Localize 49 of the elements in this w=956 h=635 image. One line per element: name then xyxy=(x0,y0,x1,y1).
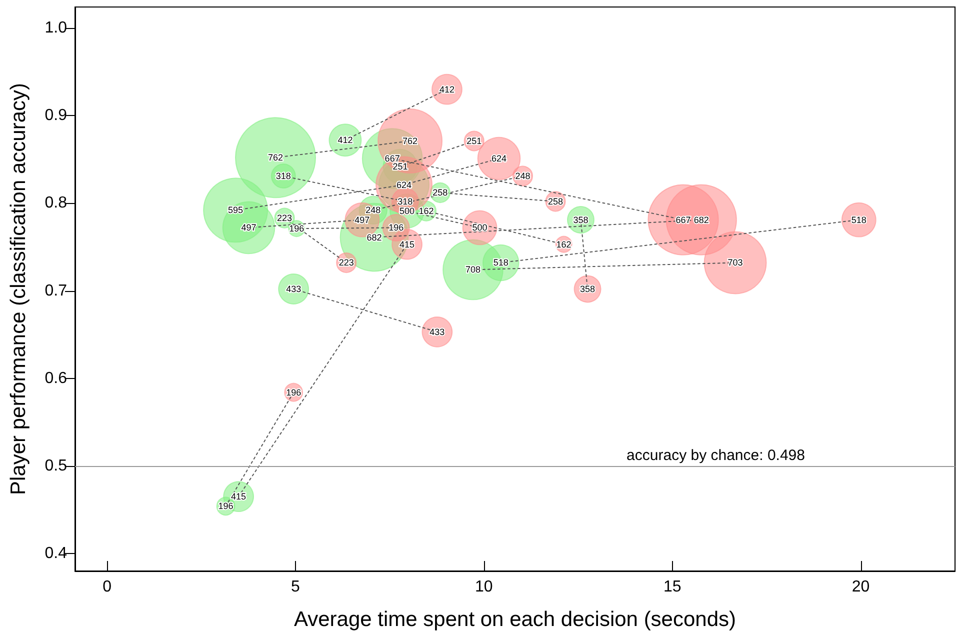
annotation: 762 xyxy=(402,136,418,146)
x-tick-label: 5 xyxy=(291,578,300,596)
y-tick-label: 0.8 xyxy=(44,194,68,212)
annotation: 223 xyxy=(277,213,292,224)
annotation: 196 xyxy=(218,501,234,512)
y-tick-label: 0.7 xyxy=(44,282,68,300)
y-tick-label: 0.9 xyxy=(44,107,68,124)
annotation: 497 xyxy=(241,222,256,233)
annotation: 682 xyxy=(694,214,709,225)
y-tick-label: 1.0 xyxy=(44,20,68,37)
annotation: 500 xyxy=(472,222,488,233)
annotation: 358 xyxy=(573,214,588,225)
x-tick-label: 10 xyxy=(475,578,493,596)
annotation: 595 xyxy=(228,205,244,216)
annotation: 415 xyxy=(400,239,415,250)
annotation: 223 xyxy=(338,258,354,268)
annotation: 762 xyxy=(268,152,284,163)
annotation: 251 xyxy=(466,136,482,146)
annotation: 518 xyxy=(851,214,866,225)
annotation: 433 xyxy=(286,284,302,294)
annotation: 415 xyxy=(231,492,246,502)
y-tick-label: 0.6 xyxy=(44,370,68,387)
annotation: 162 xyxy=(556,239,572,250)
annotation: 412 xyxy=(338,135,353,146)
annotation: 258 xyxy=(432,188,448,198)
annotation: 703 xyxy=(728,258,743,268)
annotation: 682 xyxy=(366,232,382,242)
annotation: 624 xyxy=(491,154,506,164)
x-tick-label: 0 xyxy=(102,578,112,596)
x-axis-title: Average time spent on each decision (seconds) xyxy=(294,608,736,631)
x-tick-label: 20 xyxy=(852,578,870,596)
y-axis-title: Player performance (classification accuracy) xyxy=(7,83,30,495)
annotation: 497 xyxy=(354,214,370,225)
y-tick-label: 0.5 xyxy=(44,457,68,474)
annotation: 196 xyxy=(286,387,302,398)
annotation: 318 xyxy=(276,171,291,182)
x-tick-label: 15 xyxy=(663,578,682,596)
annotation: 258 xyxy=(548,196,564,206)
annotation: 196 xyxy=(289,224,304,234)
ref-line-label: accuracy by chance: 0.498 xyxy=(626,446,805,464)
annotation: 248 xyxy=(366,205,381,216)
annotation: 518 xyxy=(493,258,508,268)
annotation: 248 xyxy=(515,171,530,182)
y-tick-label: 0.4 xyxy=(44,544,68,562)
annotation: 708 xyxy=(465,264,480,275)
annotation: 196 xyxy=(388,222,404,233)
annotation: 412 xyxy=(439,84,454,94)
annotation: 358 xyxy=(580,284,596,294)
annotation: 433 xyxy=(430,326,445,337)
